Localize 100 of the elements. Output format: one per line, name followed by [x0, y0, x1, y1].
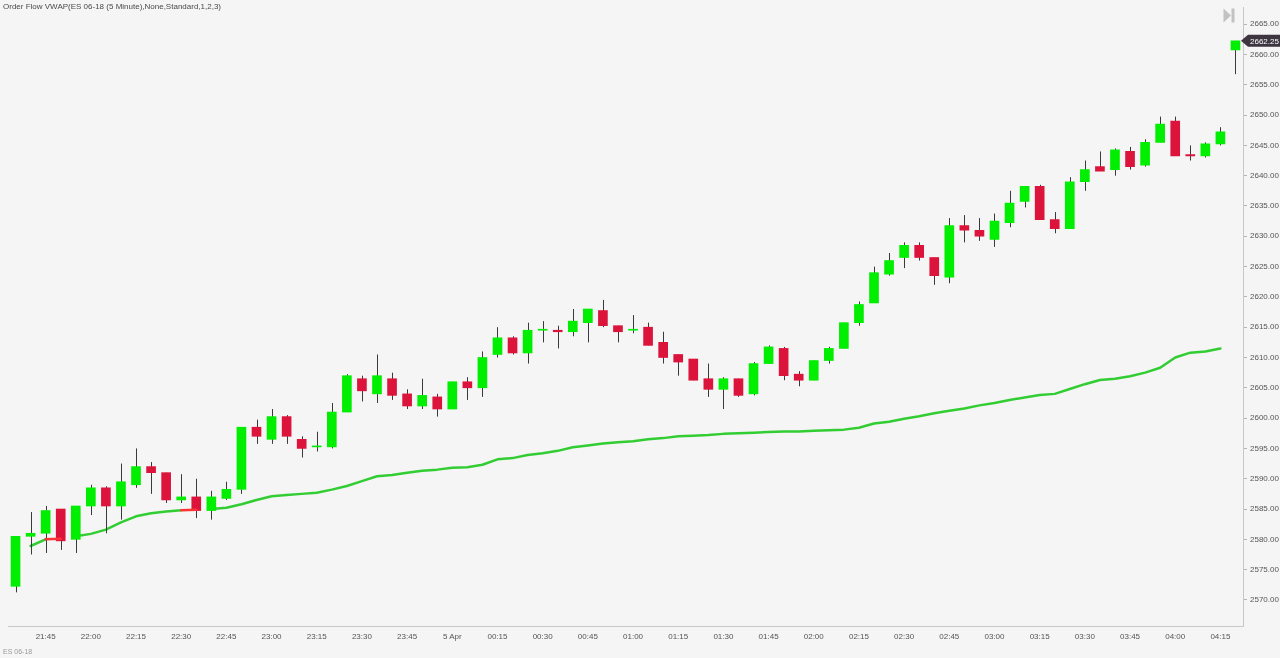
x-tick-label: 23:30	[351, 632, 373, 641]
x-tick-label: 02:15	[848, 632, 870, 641]
candlestick	[552, 325, 563, 349]
candlestick	[251, 419, 262, 445]
x-tick-label: 00:45	[577, 632, 599, 641]
candlestick	[1125, 146, 1135, 171]
y-tick-label: 2665.00	[1250, 19, 1280, 29]
x-tick-label: 22:30	[171, 632, 192, 641]
x-tick-label: 22:15	[126, 632, 147, 641]
x-tick-label: 21:45	[35, 632, 57, 641]
candlestick	[492, 326, 503, 359]
candlestick	[1155, 116, 1165, 143]
candlestick	[402, 388, 412, 410]
candlestick	[583, 308, 593, 343]
candlestick	[628, 314, 638, 334]
candlestick	[417, 378, 428, 410]
y-tick-label: 2600.00	[1250, 413, 1280, 423]
x-tick-label: 23:45	[397, 632, 418, 641]
candlestick	[537, 320, 548, 343]
candlestick	[522, 322, 533, 365]
candlestick	[899, 241, 909, 269]
candlestick	[688, 358, 699, 381]
candlestick	[854, 300, 864, 327]
candlestick	[372, 353, 382, 404]
candlestick	[974, 217, 985, 242]
candlestick	[191, 478, 202, 519]
y-tick-label: 2645.00	[1250, 140, 1280, 150]
candlestick	[1004, 190, 1015, 228]
candlestick	[131, 447, 141, 489]
candlestick	[658, 331, 668, 365]
candlestick	[507, 335, 518, 355]
y-tick-label: 2640.00	[1250, 170, 1280, 180]
candlestick	[266, 408, 277, 445]
chart-title: Order Flow VWAP(ES 06-18 (5 Minute),None,Standard,1,2,3)	[3, 2, 222, 12]
x-tick-label: 02:45	[939, 632, 960, 641]
y-tick-label: 2630.00	[1250, 231, 1280, 241]
x-tick-label: 01:30	[713, 632, 734, 641]
candlestick	[1049, 211, 1060, 234]
x-tick-label: 02:00	[803, 632, 825, 641]
y-tick-label: 2620.00	[1250, 292, 1280, 302]
x-tick-label: 00:15	[487, 632, 509, 641]
y-tick-label: 2580.00	[1250, 534, 1280, 544]
candlestick	[1019, 185, 1030, 208]
x-tick-label: 03:45	[1120, 632, 1141, 641]
candlestick	[914, 241, 925, 262]
x-tick-label: 04:00	[1165, 632, 1186, 641]
candlestick	[387, 372, 397, 401]
x-tick-label: 03:15	[1029, 632, 1051, 641]
candlestick	[673, 353, 684, 377]
y-tick-label: 2575.00	[1250, 564, 1280, 574]
candlestick	[40, 505, 51, 554]
y-tick-label: 2635.00	[1250, 201, 1280, 211]
candlestick	[1080, 160, 1090, 192]
candlestick	[959, 214, 970, 243]
candlestick	[146, 461, 156, 495]
y-tick-label: 2610.00	[1250, 352, 1280, 362]
candlestick	[884, 252, 894, 277]
x-tick-label: 22:00	[80, 632, 102, 641]
candlestick	[1215, 126, 1226, 146]
candlestick	[808, 360, 819, 381]
x-tick-label: 01:45	[758, 632, 780, 641]
candlestick	[567, 308, 578, 337]
y-tick-label: 2615.00	[1250, 322, 1280, 332]
candlestick	[598, 299, 608, 328]
y-tick-label: 2585.00	[1250, 504, 1280, 514]
candlestick	[929, 257, 940, 286]
candlestick	[281, 414, 292, 445]
y-tick-label: 2625.00	[1250, 261, 1280, 271]
x-tick-label: 23:00	[261, 632, 283, 641]
x-tick-label: 04:15	[1210, 632, 1231, 641]
y-tick-label: 2570.00	[1250, 595, 1280, 605]
x-tick-label: 23:15	[306, 632, 328, 641]
candlestick	[357, 375, 367, 402]
candlestick	[25, 511, 36, 555]
x-tick-label: 01:15	[668, 632, 689, 641]
candlestick	[462, 376, 473, 401]
candlestick	[1185, 144, 1196, 162]
x-tick-label: 22:45	[216, 632, 237, 641]
candlestick	[718, 376, 729, 410]
x-tick-label: 00:30	[532, 632, 554, 641]
y-tick-label: 2590.00	[1250, 473, 1280, 483]
x-tick-label: 02:30	[894, 632, 915, 641]
y-tick-label: 2595.00	[1250, 443, 1280, 453]
candlestick	[703, 363, 714, 398]
candlestick	[643, 322, 653, 346]
x-tick-label: 01:00	[623, 632, 644, 641]
candlestick	[432, 393, 443, 418]
candlestick	[101, 485, 111, 534]
candlestick	[221, 481, 232, 501]
candlestick	[1110, 147, 1120, 177]
text: 2662.25	[1250, 36, 1280, 46]
y-tick-label: 2655.00	[1250, 79, 1280, 89]
candlestick	[206, 490, 217, 521]
candlestick	[1140, 138, 1150, 168]
x-tick-label: 5 Apr	[442, 632, 462, 641]
y-tick-label: 2605.00	[1250, 383, 1280, 393]
y-tick-label: 2660.00	[1250, 49, 1280, 59]
candlestick	[733, 378, 744, 398]
candlestick	[763, 344, 774, 365]
candlestick	[989, 213, 1000, 248]
